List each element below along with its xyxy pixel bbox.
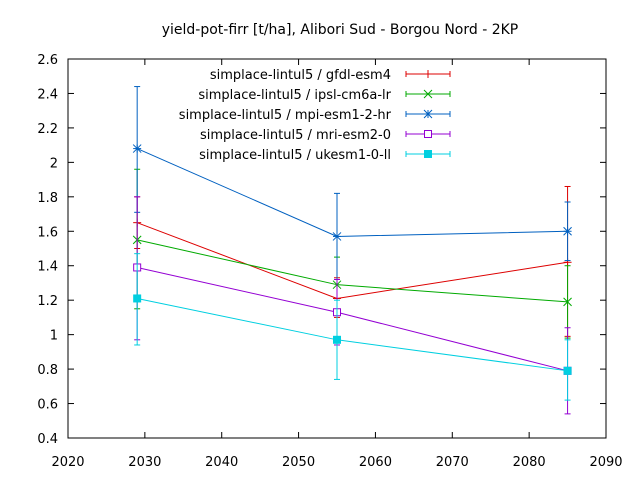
y-tick-label: 2.6	[37, 53, 58, 68]
data-point	[132, 86, 142, 213]
y-tick-label: 1	[50, 329, 58, 344]
marker-star-b	[132, 144, 142, 153]
legend-item-0: simplace-lintul5 / gfdl-esm4	[210, 68, 451, 83]
marker-cross-b	[423, 89, 433, 99]
data-point	[332, 192, 342, 281]
marker-square-open	[424, 130, 432, 138]
marker-square-filled	[563, 366, 572, 375]
marker-star-b	[563, 226, 572, 236]
y-tick-label: 1.6	[37, 225, 58, 240]
x-tick-label: 2080	[513, 455, 546, 470]
legend-item-2: simplace-lintul5 / mpi-esm1-2-hr	[179, 108, 451, 123]
series-line	[137, 266, 568, 372]
series-layer	[132, 86, 572, 415]
legend-item-3: simplace-lintul5 / mri-esm2-0	[200, 128, 451, 143]
y-tick-label: 2	[50, 156, 58, 171]
legend-item-4: simplace-lintul5 / ukesm1-0-ll	[199, 148, 451, 163]
x-tick-label: 2050	[282, 455, 315, 470]
legend-label: simplace-lintul5 / mri-esm2-0	[200, 128, 391, 143]
series-line	[136, 222, 568, 299]
series-0	[133, 185, 572, 337]
x-tick-label: 2030	[128, 455, 161, 470]
marker-star-b	[423, 109, 433, 119]
y-tick-label: 2.2	[37, 122, 58, 137]
marker-square-filled	[333, 335, 341, 344]
x-tick-label: 2070	[436, 455, 469, 470]
legend-label: simplace-lintul5 / gfdl-esm4	[210, 68, 391, 83]
data-point	[563, 201, 572, 262]
data-point	[133, 253, 142, 346]
x-tick-label: 2040	[205, 455, 238, 470]
y-tick-label: 1.8	[37, 191, 58, 206]
x-tick-label: 2090	[589, 455, 622, 470]
data-point	[333, 299, 341, 380]
y-tick-label: 1.4	[37, 260, 58, 275]
data-point	[563, 339, 572, 401]
x-tick-label: 2060	[359, 455, 392, 470]
y-tick-label: 2.4	[37, 87, 58, 102]
marker-star-b	[332, 232, 342, 241]
legend-label: simplace-lintul5 / ukesm1-0-ll	[199, 148, 391, 163]
legend: simplace-lintul5 / gfdl-esm4 simplace-lin…	[179, 68, 451, 163]
series-line	[137, 239, 568, 303]
plot-frame	[67, 58, 607, 439]
series-line	[137, 297, 568, 372]
series-4	[133, 253, 572, 401]
marker-square-filled	[424, 150, 432, 158]
y-tick-label: 0.8	[37, 363, 58, 378]
y-tick-label: 0.6	[37, 398, 58, 413]
series-2	[132, 86, 572, 281]
series-3	[133, 196, 572, 415]
legend-label: simplace-lintul5 / ipsl-cm6a-lr	[198, 88, 391, 103]
y-tick-label: 1.2	[37, 294, 58, 309]
x-tick-label: 2020	[51, 455, 84, 470]
legend-label: simplace-lintul5 / mpi-esm1-2-hr	[179, 108, 392, 123]
chart-title: yield-pot-firr [t/ha], Alibori Sud - Bor…	[162, 22, 519, 38]
legend-item-1: simplace-lintul5 / ipsl-cm6a-lr	[198, 88, 451, 103]
series-1	[132, 168, 572, 339]
y-tick-label: 0.4	[37, 432, 58, 447]
axes: 2020 2030 2040 2050 2060 2070 2080 2090 0.4 0.6 0.…	[37, 53, 622, 470]
marker-square-filled	[133, 294, 142, 303]
marker-cross-b	[563, 297, 572, 307]
